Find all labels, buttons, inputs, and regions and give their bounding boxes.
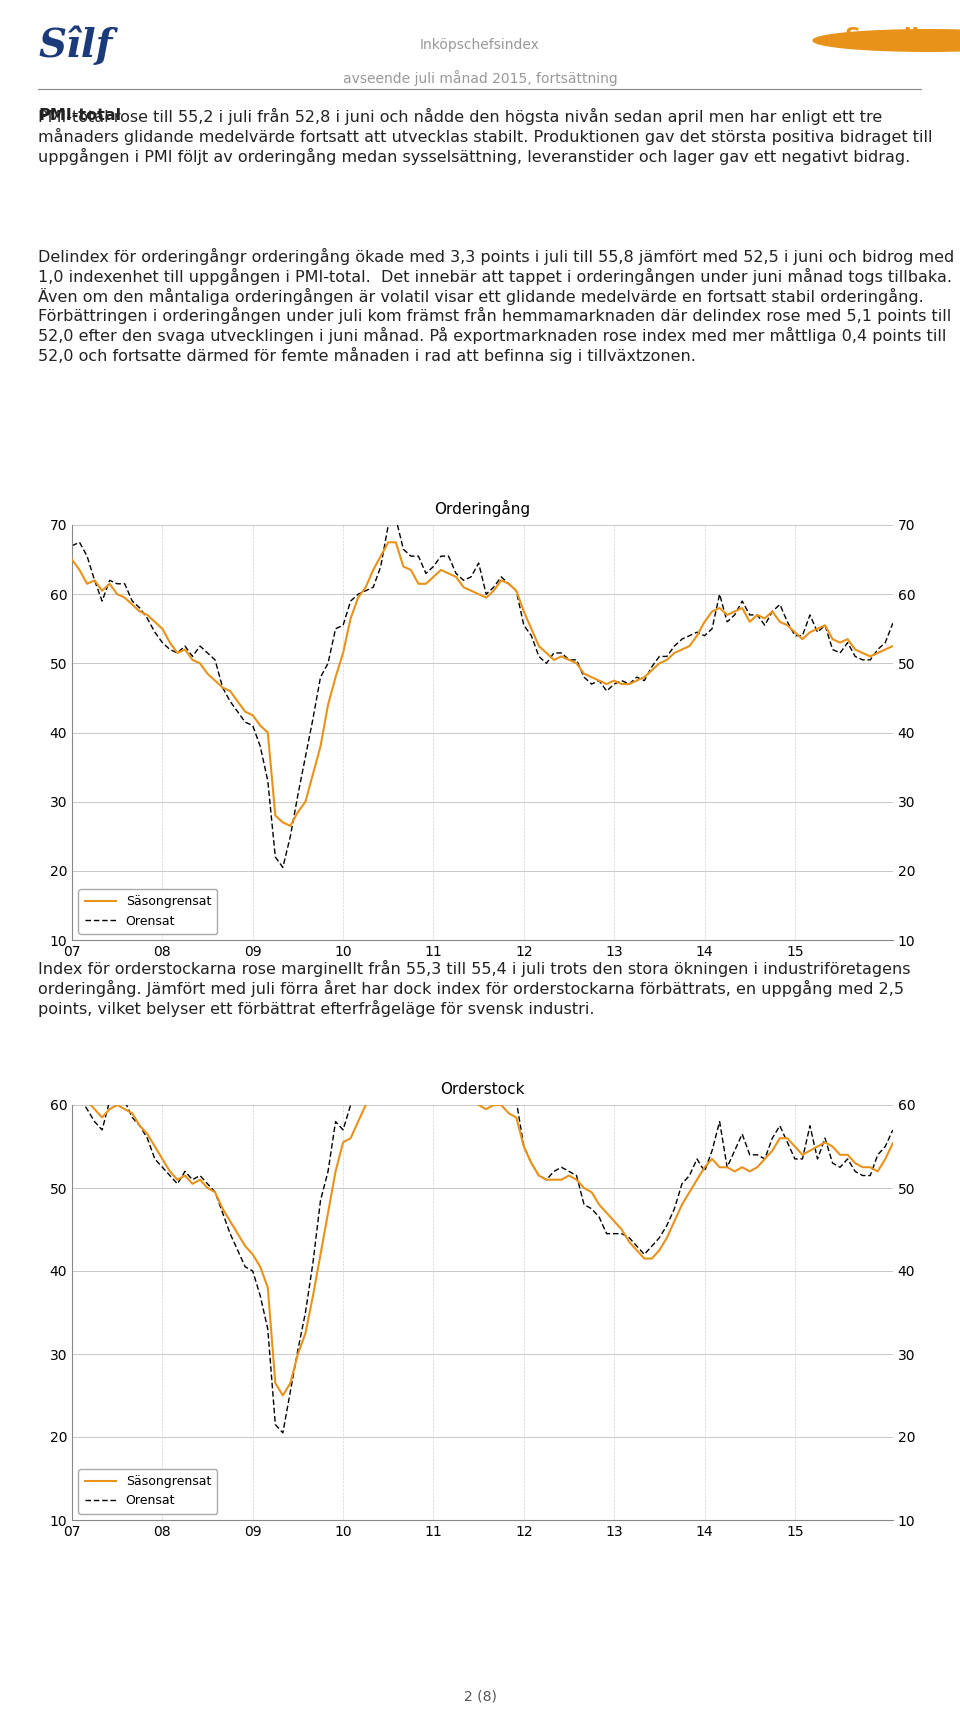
Text: Inköpschefsindex: Inköpschefsindex [420, 38, 540, 52]
Legend: Säsongrensat, Orensat: Säsongrensat, Orensat [79, 1470, 217, 1515]
Text: Swedbank: Swedbank [845, 28, 960, 47]
Text: Sîlf: Sîlf [38, 26, 112, 65]
Text: Delindex för orderingångr orderingång ökade med 3,3 points i juli till 55,8 jämf: Delindex för orderingångr orderingång ök… [38, 248, 954, 364]
Title: Orderstock: Orderstock [440, 1082, 525, 1098]
Text: Index för orderstockarna rose marginellt från 55,3 till 55,4 i juli trots den st: Index för orderstockarna rose marginellt… [38, 960, 911, 1017]
Text: PMI-total rose till 55,2 i juli från 52,8 i juni och nådde den högsta nivån seda: PMI-total rose till 55,2 i juli från 52,… [38, 109, 933, 165]
Text: avseende juli månad 2015, fortsättning: avseende juli månad 2015, fortsättning [343, 71, 617, 86]
Text: PMI-total: PMI-total [38, 109, 122, 122]
Circle shape [813, 29, 960, 52]
Legend: Säsongrensat, Orensat: Säsongrensat, Orensat [79, 889, 217, 934]
Text: 2 (8): 2 (8) [464, 1689, 496, 1702]
Title: Orderingång: Orderingång [434, 500, 531, 517]
